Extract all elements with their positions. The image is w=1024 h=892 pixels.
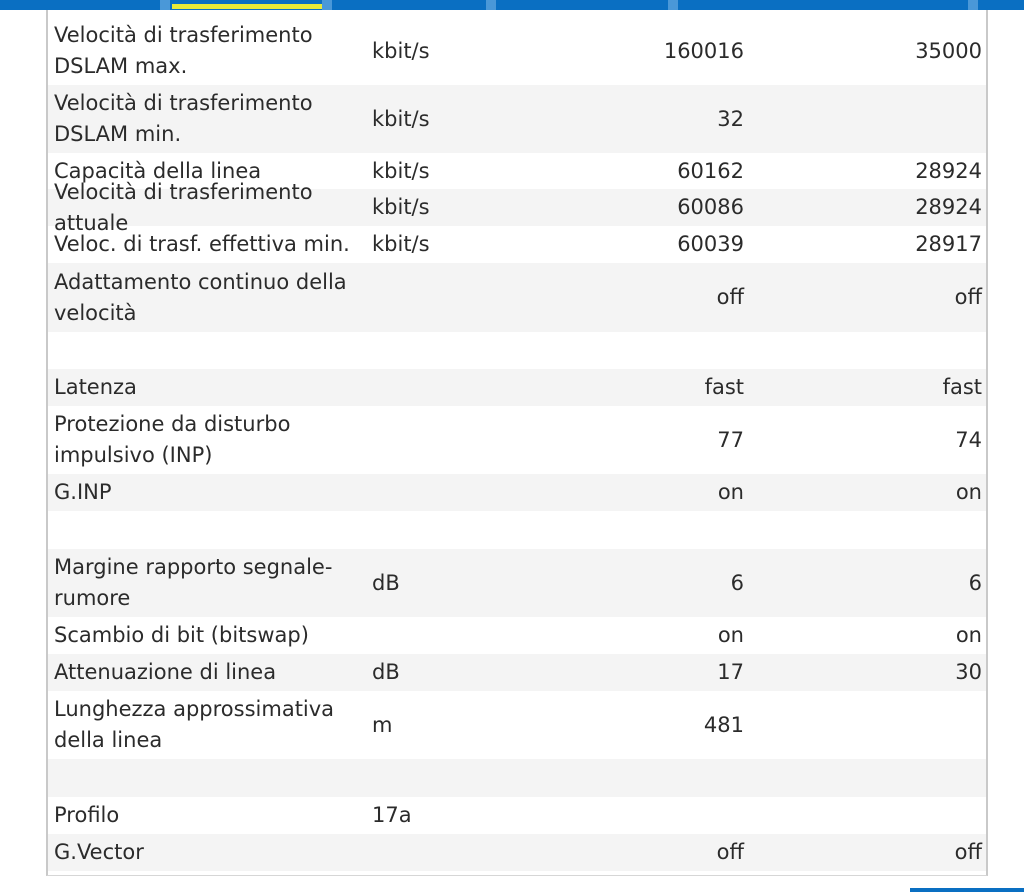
downstream-value: 60162 [677,158,744,183]
row-unit: kbit/s [372,195,430,219]
downstream-value: 17 [717,660,744,684]
row-label: Margine rapporto segnale-rumore [54,555,333,610]
upstream-value: on [955,480,982,504]
row-label: Velocità di trasferimento DSLAM max. [54,23,313,78]
table-row: Latenza fast fast [48,369,986,406]
downstream-value: on [717,623,744,647]
row-label: G.INP [54,480,112,504]
table-row: Attenuazione di linea dB 17 30 [48,654,986,691]
upstream-value: 28917 [915,232,982,256]
table-row [48,332,986,369]
row-unit [372,406,532,474]
table-row: Velocità di trasferimento DSLAM max. kbi… [48,17,986,85]
table-row: Velocità di trasferimento DSLAM min. kbi… [48,85,986,153]
row-label: Capacità della linea [54,158,262,183]
upstream-value: off [954,285,982,309]
downstream-value: on [717,480,744,504]
row-unit: kbit/s [372,106,430,131]
row-unit [372,759,532,797]
row-unit: dB [372,570,400,595]
table-row: G.INP on on [48,474,986,511]
downstream-value: 6 [730,570,744,595]
upstream-value: off [954,840,982,864]
table-row: Profilo 17a [48,797,986,834]
downstream-value [532,759,744,797]
row-unit: 17a [372,803,412,827]
table-row: Protezione da disturbo impulsivo (INP) 7… [48,406,986,474]
downstream-value [532,511,744,549]
row-label: Veloc. di trasf. effettiva min. [54,232,350,256]
bottom-accent-bar [910,888,1024,892]
row-label: Lunghezza approssimativa della linea [54,697,335,752]
upstream-value [744,759,982,797]
table-row: Margine rapporto segnale-rumore dB 6 6 [48,549,986,617]
upstream-value: fast [942,375,982,399]
downstream-value: 481 [703,712,744,737]
table-row: Lunghezza approssimativa della linea m 4… [48,691,986,759]
upstream-value [744,85,982,153]
downstream-value: 60039 [677,232,744,256]
row-label: Velocità di trasferimento DSLAM min. [54,91,313,146]
row-unit [372,617,532,654]
row-label: Protezione da disturbo impulsivo (INP) [54,412,291,467]
tab-divider [322,0,332,10]
top-navigation-bar [0,0,1024,10]
table-row [48,759,986,797]
tab-divider [486,0,496,10]
row-unit [372,369,532,406]
downstream-value: fast [704,375,744,399]
upstream-value: 30 [955,660,982,684]
downstream-value [532,332,744,369]
row-label: G.Vector [54,840,144,864]
table-row: Veloc. di trasf. effettiva min. kbit/s 6… [48,226,986,263]
row-unit [372,332,532,369]
upstream-value [744,511,982,549]
downstream-value: off [716,840,744,864]
row-unit [372,263,532,332]
upstream-value [744,797,982,834]
row-label: Velocità di trasferimento attuale [54,179,313,235]
row-unit [372,834,532,871]
tab-divider [968,0,978,10]
tab-divider [668,0,678,10]
upstream-value [744,691,982,759]
table-row: G.Vector off off [48,834,986,871]
downstream-value: 32 [717,106,744,131]
upstream-value: 28924 [915,158,982,183]
row-label: Latenza [54,375,137,399]
upstream-value: 6 [968,570,982,595]
table-row [48,511,986,549]
row-unit [372,511,532,549]
row-label: Adattamento continuo della velocità [54,269,347,325]
row-unit [372,474,532,511]
upstream-value: 74 [955,427,982,452]
row-label [54,332,370,369]
row-unit: kbit/s [372,232,430,256]
downstream-value: off [716,285,744,309]
row-unit: m [372,712,393,737]
row-label: Scambio di bit (bitswap) [54,623,309,647]
upstream-value: 28924 [915,195,982,219]
table-row: Scambio di bit (bitswap) on on [48,617,986,654]
row-label [54,759,370,797]
table-row: Velocità di trasferimento attuale kbit/s… [48,179,986,235]
row-label: Profilo [54,803,120,827]
table-row: Capacità della linea kbit/s 60162 28924 [48,153,986,189]
active-tab-indicator [172,4,322,9]
row-label: Attenuazione di linea [54,660,277,684]
row-label [54,511,370,549]
downstream-value: 160016 [663,38,744,63]
dsl-stats-table: Velocità di trasferimento DSLAM max. kbi… [46,10,988,876]
downstream-value: 77 [717,427,744,452]
downstream-value [532,797,744,834]
row-unit: kbit/s [372,38,430,63]
tab-divider [160,0,170,10]
upstream-value: on [955,623,982,647]
upstream-value [744,332,982,369]
downstream-value: 60086 [677,195,744,219]
upstream-value: 35000 [915,38,982,63]
row-unit: dB [372,660,400,684]
row-unit: kbit/s [372,158,430,183]
table-row: Adattamento continuo della velocità off … [48,263,986,332]
